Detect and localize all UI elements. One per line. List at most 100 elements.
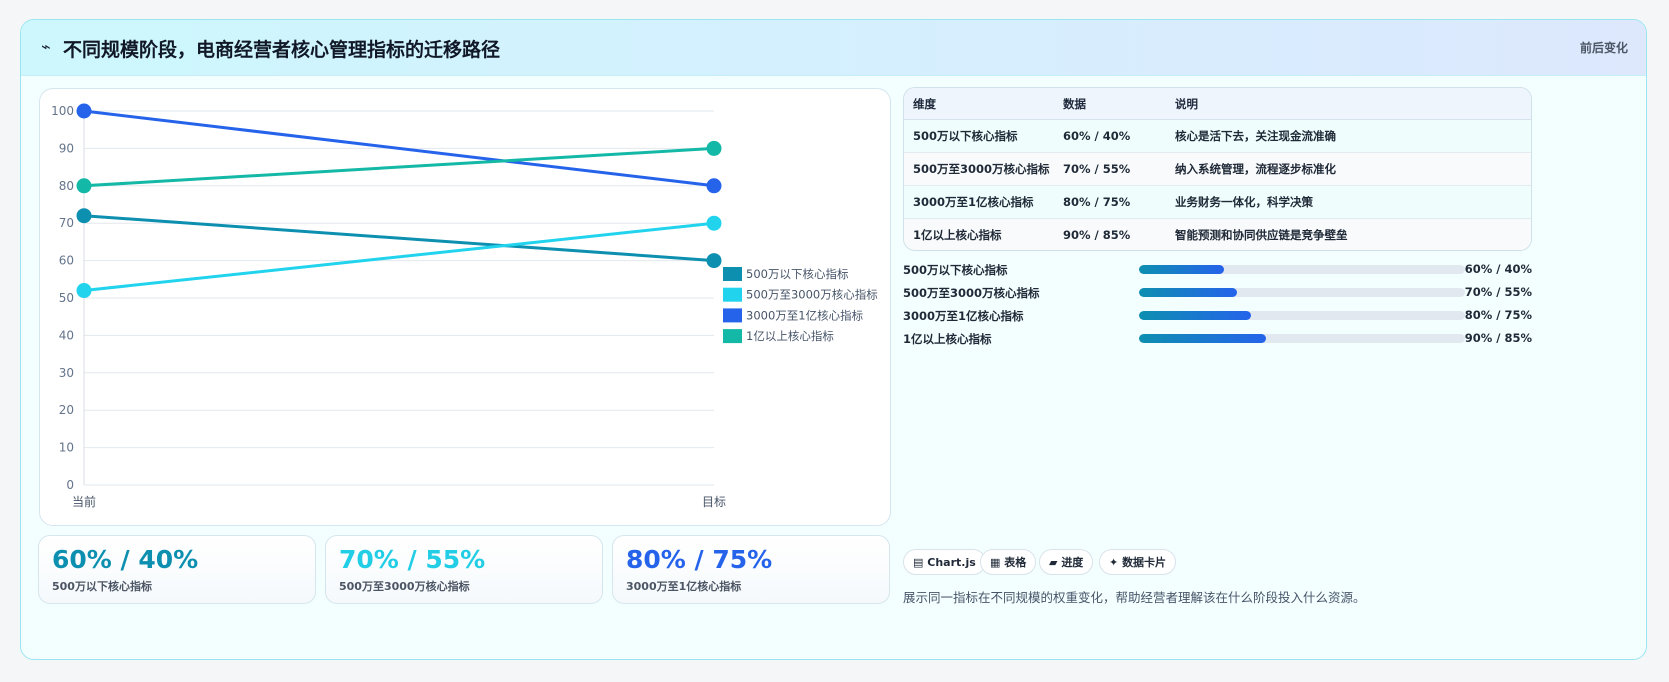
data-point [76,283,92,299]
progress-label: 500万至3000万核心指标 [903,286,1040,300]
y-tick-label: 100 [51,104,74,118]
page-title: 不同规模阶段，电商经营者核心管理指标的迁移路径 [63,39,501,61]
x-tick-label: 当前 [72,494,96,509]
y-tick-label: 0 [66,478,74,492]
data-point [76,208,92,224]
data-table-panel: 维度 数据 说明 500万以下核心指标 60% / 40% 核心是活下去，关注现… [903,87,1532,251]
table-header-description: 说明 [1166,88,1531,120]
table-row: 500万至3000万核心指标 70% / 55% 纳入系统管理，流程逐步标准化 [904,152,1531,186]
chip-table[interactable]: ▦ 表格 [980,549,1037,575]
progress-row-1: 500万以下核心指标 60% / 40% [903,261,1532,279]
table-cell: 500万以下核心指标 [904,119,1054,153]
data-point [706,140,722,156]
table-cell: 1亿以上核心指标 [904,218,1054,250]
legend-swatch [723,329,742,344]
y-tick-label: 60 [59,254,74,268]
series-line-1 [83,214,715,263]
table-cell: 核心是活下去，关注现金流准确 [1166,119,1531,153]
chart-icon: ▤ [913,556,924,569]
footnote: 展示同一指标在不同规模的权重变化，帮助经营者理解该在什么阶段投入什么资源。 [903,590,1366,605]
y-tick-label: 20 [59,403,74,417]
progress-value: 60% / 40% [1464,262,1532,276]
series-line-3 [83,109,715,188]
kpi-value: 60% / 40% [52,545,199,574]
legend-label: 3000万至1亿核心指标 [746,308,863,322]
y-tick-label: 90 [59,141,74,155]
legend-swatch [723,287,742,302]
data-point [706,215,722,231]
y-tick-label: 10 [59,441,74,455]
table-cell: 纳入系统管理，流程逐步标准化 [1166,152,1531,186]
table-cell: 智能预测和协同供应链是竞争壁垒 [1166,218,1531,250]
legend-label: 1亿以上核心指标 [746,329,834,343]
table-row: 3000万至1亿核心指标 80% / 75% 业务财务一体化，科学决策 [904,185,1531,219]
chip-data-card[interactable]: ✦ 数据卡片 [1099,549,1177,575]
progress-track [1139,334,1465,343]
kpi-card-3: 80% / 75% 3000万至1亿核心指标 [612,535,890,604]
progress-value: 70% / 55% [1464,285,1532,299]
series-line-2 [83,221,715,293]
data-table: 维度 数据 说明 500万以下核心指标 60% / 40% 核心是活下去，关注现… [904,88,1531,250]
chip-chartjs[interactable]: ▤ Chart.js [903,549,986,575]
progress-fill [1139,288,1237,297]
progress-track [1139,288,1465,297]
progress-row-2: 500万至3000万核心指标 70% / 55% [903,284,1532,302]
x-tick-label: 目标 [702,495,726,509]
table-header-data: 数据 [1054,88,1166,120]
table-row: 1亿以上核心指标 90% / 85% 智能预测和协同供应链是竞争壁垒 [904,218,1531,250]
table-cell: 500万至3000万核心指标 [904,152,1054,186]
table-cell: 60% / 40% [1054,119,1166,153]
table-cell: 90% / 85% [1054,218,1166,250]
kpi-value: 80% / 75% [626,545,773,574]
kpi-label: 3000万至1亿核心指标 [626,580,742,593]
progress-label: 500万以下核心指标 [903,263,1008,277]
chip-label: 数据卡片 [1122,556,1167,569]
progress-row-4: 1亿以上核心指标 90% / 85% [903,330,1532,348]
chip-label: 表格 [1004,556,1027,569]
progress-row-3: 3000万至1亿核心指标 80% / 75% [903,307,1532,325]
y-tick-label: 50 [59,291,74,305]
dashboard-card: ⌁ 不同规模阶段，电商经营者核心管理指标的迁移路径 前后变化 0 10 20 30 40… [20,19,1647,660]
chip-progress[interactable]: ▰ 进度 [1039,549,1094,575]
table-header-dimension: 维度 [904,88,1054,120]
data-point [76,103,92,119]
table-row: 500万以下核心指标 60% / 40% 核心是活下去，关注现金流准确 [904,119,1531,153]
legend-swatch [723,308,742,323]
chip-label: 进度 [1061,556,1084,569]
progress-track [1139,311,1465,320]
progress-label: 1亿以上核心指标 [903,332,992,346]
table-cell: 3000万至1亿核心指标 [904,185,1054,219]
line-chart: 0 10 20 30 40 50 60 70 80 90 100 当前 目标 500万以下核心指标 500万… [51,103,878,509]
legend-swatch [723,267,742,281]
progress-label: 3000万至1亿核心指标 [903,309,1024,323]
lightning-icon: ⌁ [41,37,51,56]
y-tick-label: 40 [59,328,74,342]
progress-fill [1139,265,1224,274]
chip-label: Chart.js [927,556,976,569]
header-right-label: 前后变化 [1579,41,1628,55]
table-cell: 业务财务一体化，科学决策 [1166,185,1531,219]
progress-fill [1139,334,1267,343]
legend-label: 500万以下核心指标 [746,267,848,281]
table-cell: 70% / 55% [1054,152,1166,186]
kpi-card-2: 70% / 55% 500万至3000万核心指标 [325,535,603,604]
sparkle-icon: ✦ [1109,556,1119,569]
progress-fill [1139,311,1252,320]
kpi-label: 500万以下核心指标 [52,580,152,593]
y-tick-label: 80 [59,179,74,193]
kpi-label: 500万至3000万核心指标 [339,580,470,593]
kpi-card-1: 60% / 40% 500万以下核心指标 [38,535,316,604]
y-tick-label: 70 [59,216,74,230]
line-chart-panel: 0 10 20 30 40 50 60 70 80 90 100 当前 目标 500万以下核心指标 500万… [39,88,891,526]
data-point [706,253,722,269]
y-tick-label: 30 [59,366,74,380]
table-header-row: 维度 数据 说明 [904,88,1531,120]
card-header: ⌁ 不同规模阶段，电商经营者核心管理指标的迁移路径 前后变化 [21,20,1646,76]
series-line-4 [83,146,715,188]
progress-value: 80% / 75% [1464,308,1532,322]
kpi-value: 70% / 55% [339,545,486,574]
progress-icon: ▰ [1049,556,1058,569]
legend-label: 500万至3000万核心指标 [746,288,878,302]
data-point [706,178,722,194]
progress-track [1139,265,1465,274]
